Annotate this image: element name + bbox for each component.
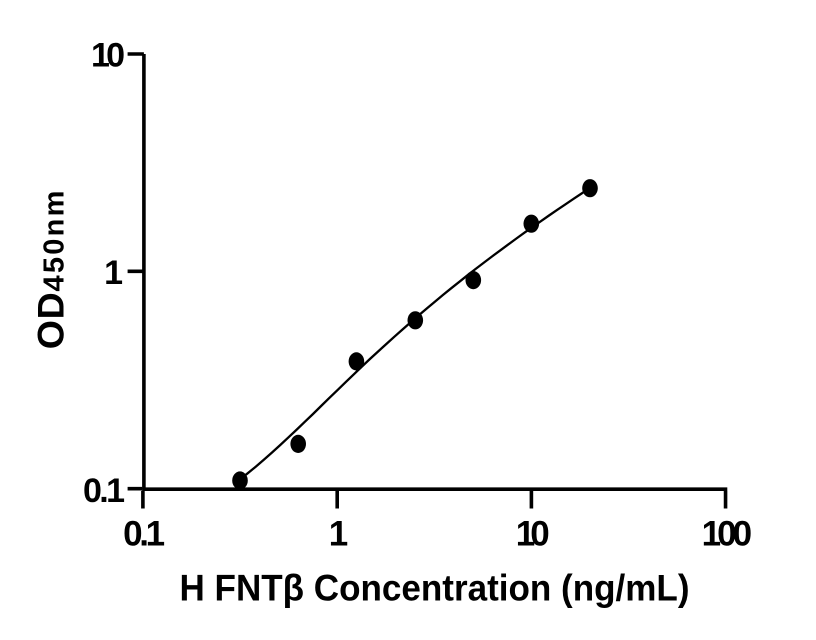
svg-text:0.1: 0.1 <box>83 472 125 510</box>
svg-text:1: 1 <box>104 254 123 292</box>
svg-text:OD450nm: OD450nm <box>30 191 72 350</box>
svg-text:0.1: 0.1 <box>123 515 165 554</box>
svg-text:100: 100 <box>702 515 753 554</box>
svg-text:H FNTβ Concentration (ng/mL): H FNTβ Concentration (ng/mL) <box>180 567 690 608</box>
svg-text:1: 1 <box>329 515 348 554</box>
svg-text:10: 10 <box>91 37 125 75</box>
svg-text:10: 10 <box>516 515 550 554</box>
